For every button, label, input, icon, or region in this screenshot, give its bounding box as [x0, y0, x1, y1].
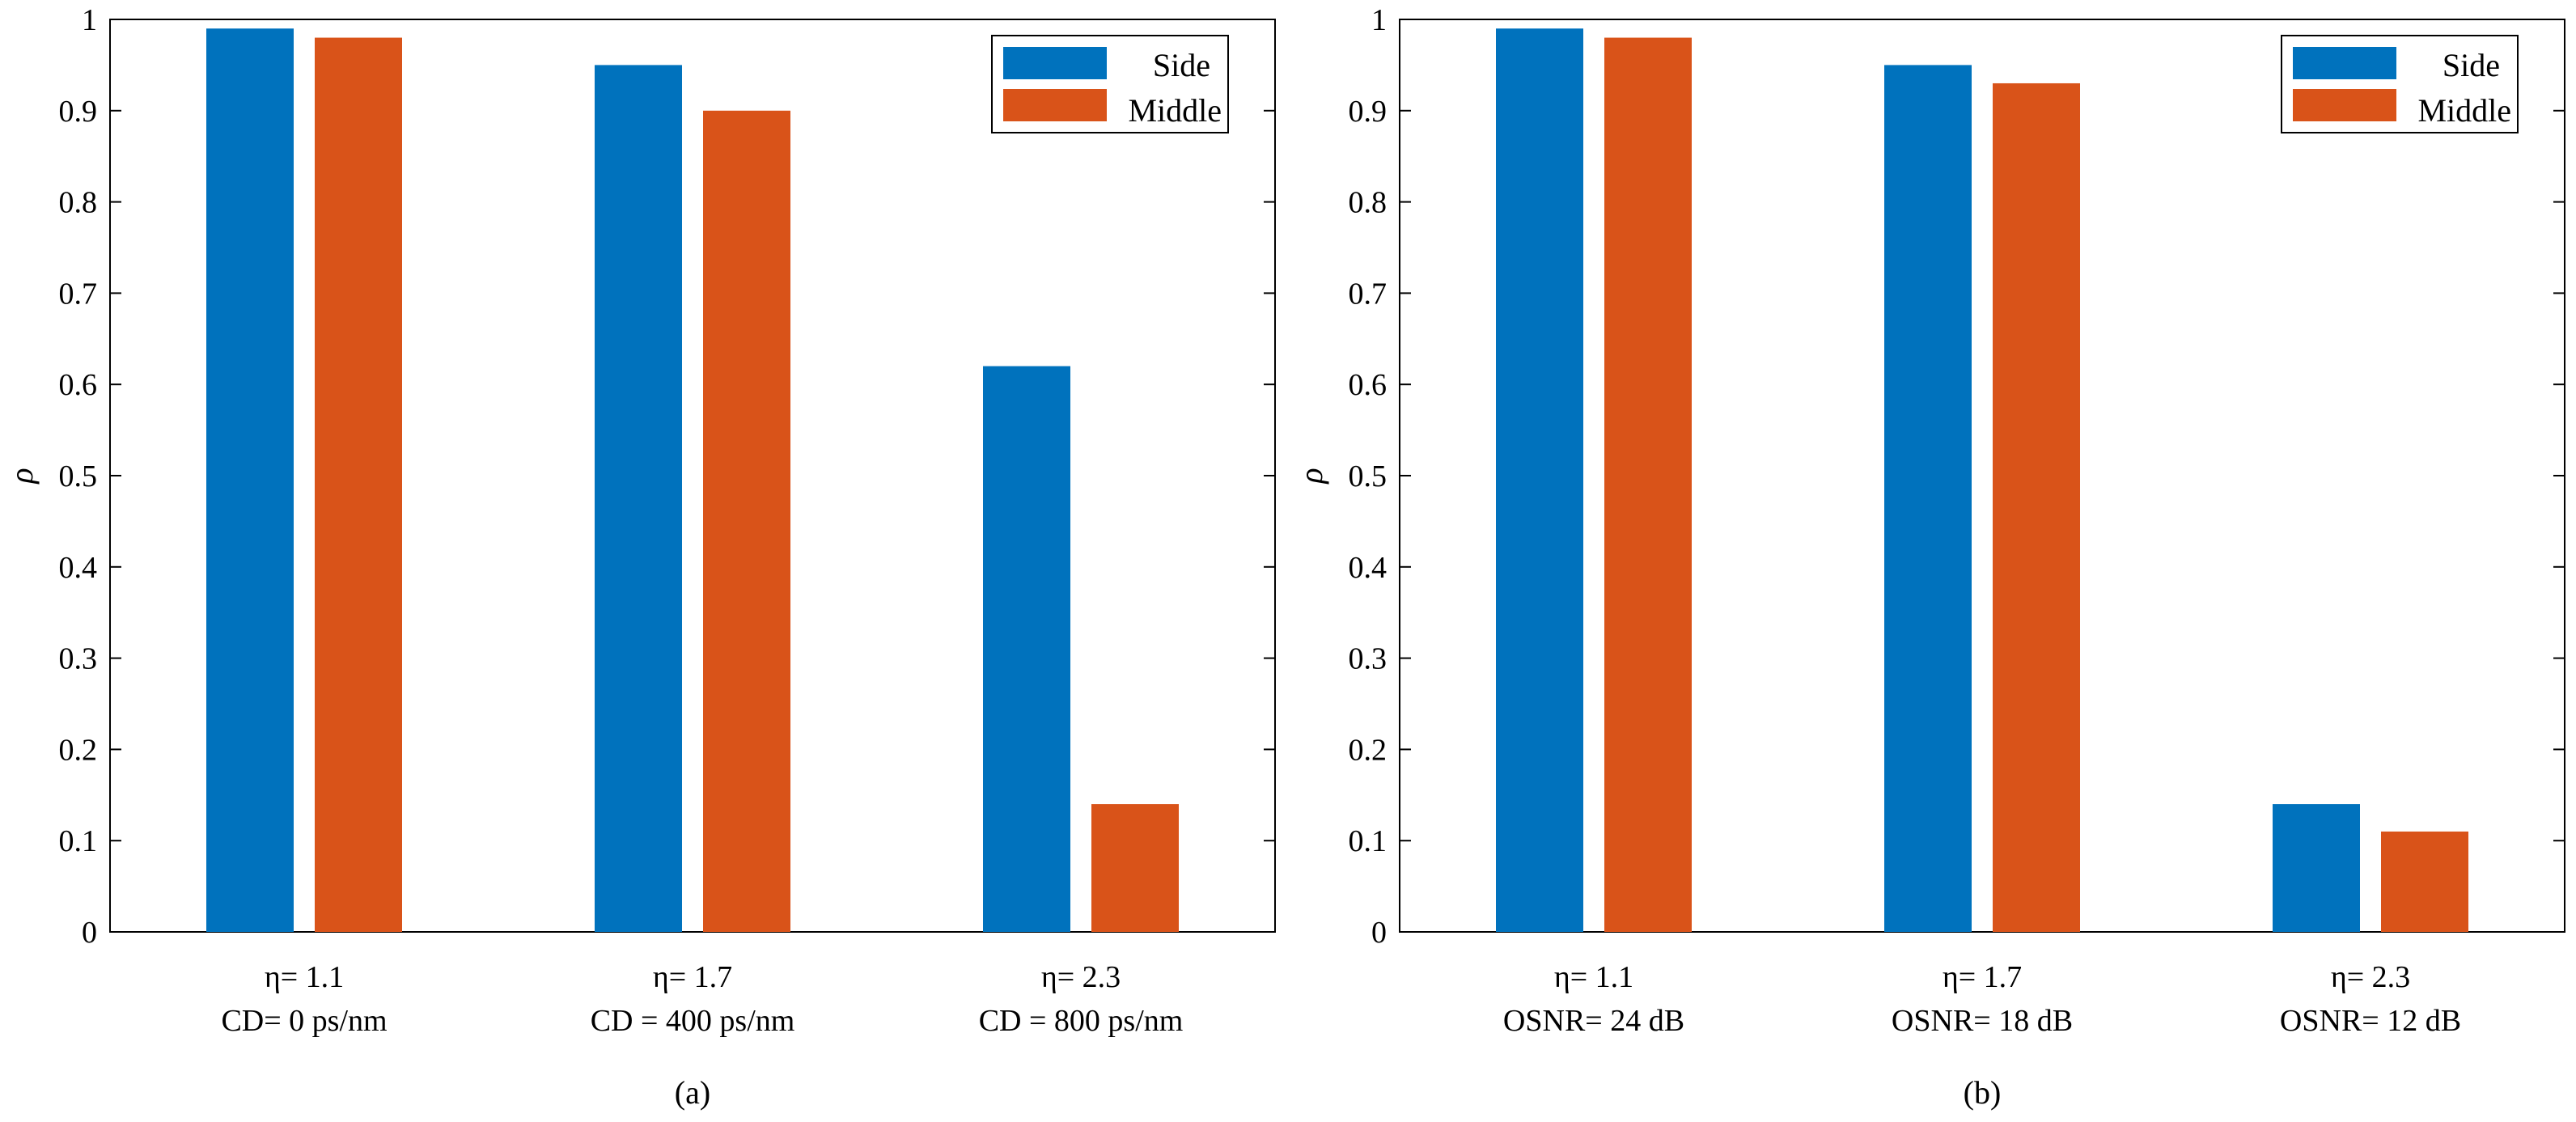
y-tick-label: 0.6 — [59, 368, 98, 402]
y-tick-label: 0 — [1371, 916, 1387, 950]
bars — [206, 28, 1179, 933]
panel-caption: (b) — [1964, 1074, 2002, 1111]
y-tick-label: 0.2 — [1349, 733, 1388, 767]
bar-side-3 — [983, 366, 1070, 932]
bar-middle-2 — [703, 110, 790, 933]
legend-swatch-middle — [1003, 89, 1107, 121]
legend-swatch-side — [1003, 47, 1107, 79]
x-axis-categories: η= 1.1 CD= 0 ps/nm η= 1.7 CD = 400 ps/nm η= … — [221, 960, 1183, 1038]
legend: Side Middle — [991, 35, 1229, 133]
y-tick-label: 0.1 — [1349, 824, 1388, 858]
bar-side-1 — [206, 28, 294, 932]
legend-swatch-side — [2293, 47, 2396, 79]
y-axis-ticks: 0 0.1 0.2 0.3 0.4 0.5 0.6 0.7 0.8 0.9 1 — [1349, 3, 2565, 950]
y-tick-label: 1 — [82, 3, 97, 37]
bar-middle-3 — [1091, 804, 1179, 932]
legend-label-middle: Middle — [2417, 92, 2511, 129]
y-tick-label: 0.5 — [59, 459, 98, 493]
x-category-label-line1: η= 1.7 — [1943, 960, 2022, 994]
y-tick-label: 0.9 — [59, 95, 98, 129]
x-category-label-line2: CD = 400 ps/nm — [591, 1004, 795, 1038]
bar-middle-3 — [2381, 831, 2468, 932]
bar-side-2 — [595, 65, 682, 932]
legend-label-side: Side — [2443, 47, 2500, 83]
x-category-label-line1: η= 1.1 — [1554, 960, 1633, 994]
x-category-label-line2: CD = 800 ps/nm — [979, 1004, 1184, 1038]
y-tick-label: 0.7 — [59, 277, 98, 311]
bar-middle-1 — [1604, 37, 1692, 932]
x-category-label-line1: η= 1.1 — [265, 960, 344, 994]
bar-middle-1 — [315, 37, 402, 932]
y-tick-label: 0.4 — [1349, 551, 1388, 585]
chart-panel-a: 0 0.1 0.2 0.3 0.4 0.5 0.6 0.7 0.8 0.9 1 ρ η= 1.1 CD… — [3, 3, 1276, 1111]
y-tick-label: 0.1 — [59, 824, 98, 858]
y-tick-label: 0.2 — [59, 733, 98, 767]
x-category-label-line2: OSNR= 24 dB — [1503, 1004, 1684, 1038]
y-axis-label: ρ — [3, 468, 40, 485]
y-tick-label: 0.8 — [59, 186, 98, 220]
panel-caption: (a) — [675, 1074, 710, 1111]
legend-label-middle: Middle — [1128, 92, 1222, 129]
legend: Side Middle — [2281, 35, 2519, 133]
chart-panel-b: 0 0.1 0.2 0.3 0.4 0.5 0.6 0.7 0.8 0.9 1 ρ η= 1.1 OS… — [1293, 3, 2565, 1111]
bar-side-1 — [1496, 28, 1583, 932]
y-tick-label: 0.5 — [1349, 459, 1388, 493]
bars — [1496, 28, 2468, 933]
y-tick-label: 0.4 — [59, 551, 98, 585]
x-category-label-line1: η= 1.7 — [653, 960, 732, 994]
y-tick-label: 0.6 — [1349, 368, 1388, 402]
legend-swatch-middle — [2293, 89, 2396, 121]
x-category-label-line2: OSNR= 18 dB — [1892, 1004, 2073, 1038]
y-tick-label: 1 — [1371, 3, 1387, 37]
legend-label-side: Side — [1153, 47, 1210, 83]
x-axis-categories: η= 1.1 OSNR= 24 dB η= 1.7 OSNR= 18 dB η= 2.3… — [1503, 960, 2461, 1038]
y-tick-label: 0.9 — [1349, 95, 1388, 129]
y-axis-ticks: 0 0.1 0.2 0.3 0.4 0.5 0.6 0.7 0.8 0.9 1 — [59, 3, 1275, 950]
x-category-label-line1: η= 2.3 — [1041, 960, 1121, 994]
bar-middle-2 — [1993, 83, 2080, 933]
y-tick-label: 0.3 — [59, 642, 98, 676]
bar-side-3 — [2273, 804, 2360, 932]
y-tick-label: 0.7 — [1349, 277, 1388, 311]
bar-side-2 — [1884, 65, 1972, 932]
y-axis-label: ρ — [1293, 468, 1329, 485]
x-category-label-line2: OSNR= 12 dB — [2280, 1004, 2461, 1038]
y-tick-label: 0.8 — [1349, 186, 1388, 220]
x-category-label-line1: η= 2.3 — [2331, 960, 2410, 994]
y-tick-label: 0.3 — [1349, 642, 1388, 676]
y-tick-label: 0 — [82, 916, 97, 950]
x-category-label-line2: CD= 0 ps/nm — [221, 1004, 387, 1038]
